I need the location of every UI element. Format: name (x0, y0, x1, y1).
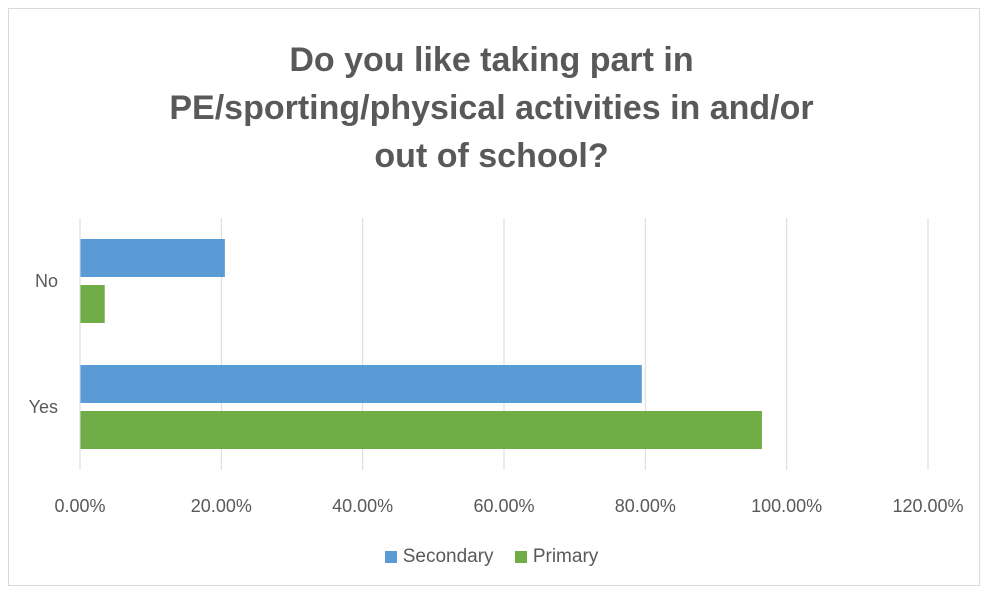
x-tick-label-6: 120.00% (892, 496, 963, 516)
bar-primary-yes (80, 411, 762, 449)
x-tick-label-3: 60.00% (473, 496, 534, 516)
legend-item-secondary: Secondary (384, 546, 494, 568)
legend-item-primary: Primary (514, 546, 599, 568)
x-tick-label-0: 0.00% (54, 496, 105, 516)
legend-swatch-primary (514, 551, 527, 563)
legend-label-secondary: Secondary (402, 546, 494, 567)
chart-title-line-3: out of school? (374, 137, 609, 175)
legend: Secondary Primary (0, 546, 983, 569)
bar-secondary-no (80, 239, 225, 277)
chart-title-line-1: Do you like taking part in (289, 41, 694, 79)
legend-label-primary: Primary (532, 546, 599, 567)
chart-frame (8, 8, 980, 586)
x-tick-label-4: 80.00% (615, 496, 676, 516)
bar-primary-no (80, 285, 105, 323)
chart-title-line-2: PE/sporting/physical activities in and/o… (169, 89, 814, 127)
legend-swatch-secondary (384, 551, 397, 563)
x-tick-label-5: 100.00% (751, 496, 822, 516)
category-label-no: No (35, 271, 58, 291)
x-tick-label-2: 40.00% (332, 496, 393, 516)
chart-title: Do you like taking part in PE/sporting/p… (0, 36, 983, 180)
x-tick-label-1: 20.00% (191, 496, 252, 516)
category-label-yes: Yes (29, 397, 58, 417)
bar-secondary-yes (80, 365, 642, 403)
